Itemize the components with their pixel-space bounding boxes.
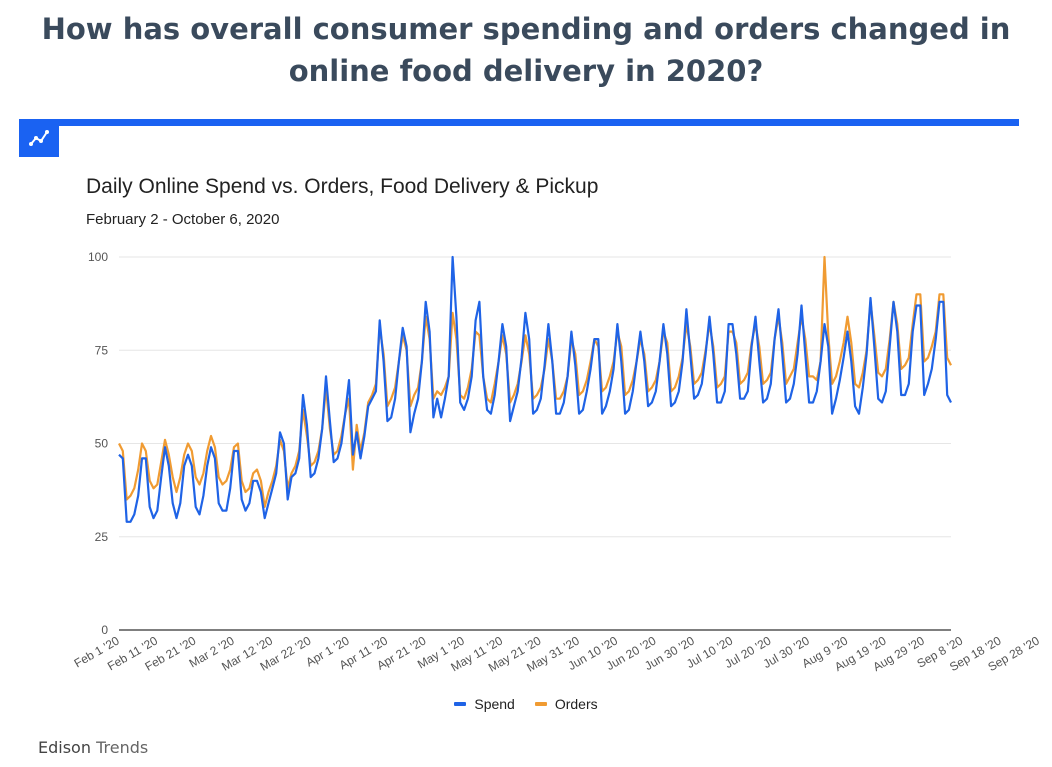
chart-type-badge xyxy=(19,119,59,157)
page-headline: How has overall consumer spending and or… xyxy=(41,12,1011,88)
y-tick-label: 25 xyxy=(95,530,109,544)
chart-subtitle: February 2 - October 6, 2020 xyxy=(86,211,280,228)
legend-swatch-orders xyxy=(534,702,547,706)
line-chart-icon xyxy=(29,130,49,146)
brand-logo: Edison Trends xyxy=(38,738,149,757)
legend-swatch-spend xyxy=(454,702,467,706)
y-tick-label: 0 xyxy=(101,623,108,637)
legend-label-orders: Orders xyxy=(554,696,598,712)
series-line-spend xyxy=(118,255,952,523)
y-tick-label: 50 xyxy=(95,437,109,451)
legend-item-orders[interactable]: Orders xyxy=(534,696,598,712)
legend-label-spend: Spend xyxy=(474,696,515,712)
y-tick-label: 100 xyxy=(88,250,108,264)
series-line-orders xyxy=(118,255,952,508)
chart-title: Daily Online Spend vs. Orders, Food Deli… xyxy=(86,175,599,198)
legend-item-spend[interactable]: Spend xyxy=(454,696,515,712)
header-accent-bar xyxy=(19,119,1019,126)
y-tick-label: 75 xyxy=(95,343,109,357)
chart-legend: Spend Orders xyxy=(0,696,1052,712)
